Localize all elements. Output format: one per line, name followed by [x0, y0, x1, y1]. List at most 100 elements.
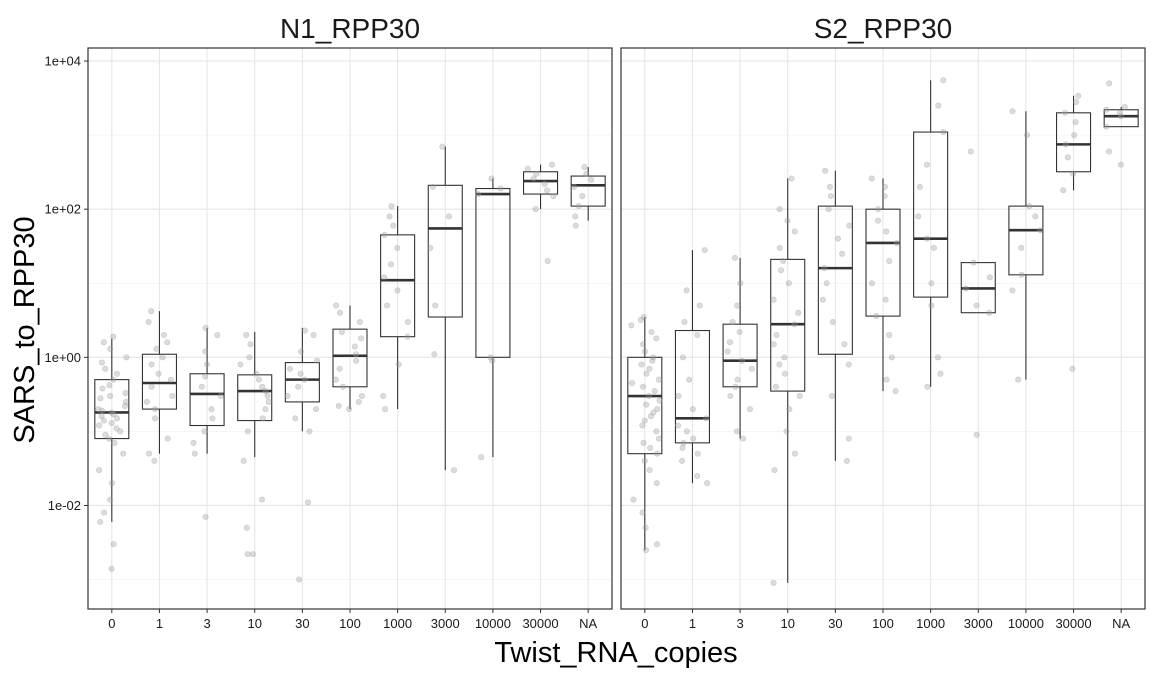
data-point	[240, 457, 247, 464]
data-point	[732, 383, 739, 390]
data-point	[110, 333, 117, 340]
data-point	[532, 206, 539, 213]
data-point	[524, 165, 531, 172]
data-point	[680, 439, 687, 446]
data-point	[333, 302, 340, 309]
data-point	[740, 435, 747, 442]
data-point	[679, 354, 686, 361]
data-point	[962, 285, 969, 292]
data-point	[653, 480, 660, 487]
data-point	[101, 509, 108, 516]
data-point	[826, 183, 833, 190]
data-point	[701, 247, 708, 254]
data-point	[1070, 170, 1077, 177]
data-point	[122, 389, 129, 396]
y-tick-label: 1e+04	[44, 54, 81, 69]
data-point	[98, 413, 105, 420]
data-point	[380, 393, 387, 400]
data-point	[386, 213, 393, 220]
data-point	[99, 407, 106, 414]
data-point	[647, 413, 654, 420]
data-point	[108, 565, 115, 572]
data-point	[770, 579, 777, 586]
data-point	[394, 244, 401, 251]
data-point	[1105, 148, 1112, 155]
data-point	[629, 380, 636, 387]
data-point	[169, 393, 176, 400]
box-body	[1103, 109, 1139, 128]
data-point	[776, 361, 783, 368]
data-point	[791, 228, 798, 235]
data-point	[110, 411, 117, 418]
box-body	[380, 234, 416, 338]
box-30	[817, 170, 853, 461]
data-point	[530, 175, 537, 182]
data-point	[828, 393, 835, 400]
data-point	[1015, 376, 1022, 383]
data-point	[647, 444, 654, 451]
data-point	[696, 302, 703, 309]
data-point	[655, 376, 662, 383]
data-point	[358, 335, 365, 342]
data-point	[394, 287, 401, 294]
data-point	[390, 222, 397, 229]
data-point	[868, 280, 875, 287]
data-point	[642, 524, 649, 531]
data-point	[301, 327, 308, 334]
box-3000	[960, 262, 996, 314]
data-point	[628, 322, 635, 329]
data-point	[875, 217, 882, 224]
data-point	[450, 467, 457, 474]
data-point	[292, 415, 299, 422]
data-point	[295, 383, 302, 390]
data-point	[1071, 132, 1078, 139]
data-point	[113, 425, 120, 432]
data-point	[733, 428, 740, 435]
box-1	[674, 250, 711, 484]
data-point	[786, 406, 793, 413]
data-point	[773, 332, 780, 339]
data-point	[882, 296, 889, 303]
data-point	[655, 435, 662, 442]
data-point	[845, 361, 852, 368]
data-point	[306, 428, 313, 435]
data-point	[784, 217, 791, 224]
data-point	[356, 318, 363, 325]
data-point	[875, 206, 882, 213]
data-point	[431, 351, 438, 358]
data-point	[123, 354, 130, 361]
data-point	[122, 398, 129, 405]
data-point	[489, 357, 496, 364]
data-point	[533, 170, 540, 177]
y-axis-title: SARS_to_RPP30	[9, 216, 41, 443]
y-axis-tick-labels: 1e-02 1e+00 1e+02 1e+04	[44, 54, 88, 513]
data-point	[934, 354, 941, 361]
data-point	[351, 343, 358, 350]
box-10	[770, 178, 806, 583]
data-point	[1060, 187, 1067, 194]
box-body	[817, 205, 853, 355]
data-point	[572, 222, 579, 229]
box-body	[189, 373, 225, 427]
x-tick-label: 10000	[1008, 616, 1044, 631]
data-point	[121, 403, 128, 410]
data-point	[164, 339, 171, 346]
data-point	[1062, 141, 1069, 148]
data-point	[164, 435, 171, 442]
box-0	[94, 338, 130, 522]
x-tick-label: 30	[828, 616, 842, 631]
facet-panel-s2-rpp30: 0 1 3 10 30 100 1000 3000 10000 30000 NA S2_RPP30	[620, 13, 1146, 631]
data-point	[95, 406, 102, 413]
data-point	[650, 354, 657, 361]
data-point	[572, 213, 579, 220]
data-point	[107, 496, 114, 503]
x-tick-label: 10	[780, 616, 794, 631]
data-point	[638, 361, 645, 368]
data-point	[155, 370, 162, 377]
x-tick-label: 30	[295, 616, 309, 631]
data-point	[249, 551, 256, 558]
data-point	[694, 472, 701, 479]
box-3	[722, 257, 758, 439]
data-point	[395, 361, 402, 368]
data-point	[102, 365, 109, 372]
